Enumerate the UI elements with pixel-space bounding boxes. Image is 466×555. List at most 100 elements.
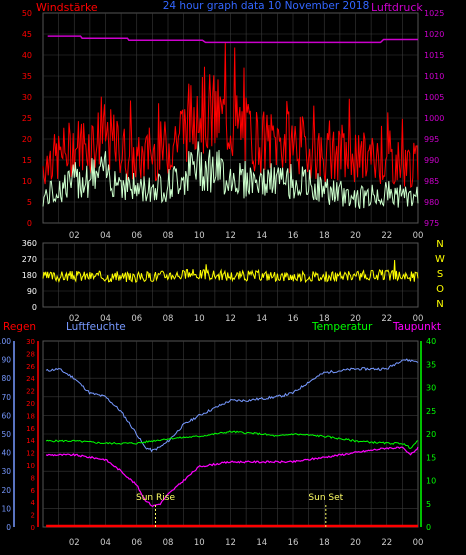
humidity-y-tick-label: 60 xyxy=(1,411,11,420)
climate-x-tick-label: 16 xyxy=(288,538,299,548)
wind-x-tick-label: 00 xyxy=(413,231,424,241)
compass-label: O xyxy=(436,284,444,295)
rain-y-tick-label: 18 xyxy=(26,412,35,420)
wind-x-tick-label: 02 xyxy=(69,231,80,241)
rain-y-tick-label: 26 xyxy=(26,363,35,371)
humidity-y-tick-label: 80 xyxy=(1,374,11,383)
wind-x-tick-label: 20 xyxy=(350,231,361,241)
wind-x-tick-label: 22 xyxy=(381,231,392,241)
temperature-y-tick-label: 30 xyxy=(426,384,436,393)
direction-x-tick-label: 20 xyxy=(350,314,361,324)
temperature-y-tick-label: 20 xyxy=(426,430,436,439)
rain-y-tick-label: 20 xyxy=(26,400,35,408)
humidity-y-tick-label: 50 xyxy=(1,430,11,439)
humidity-line xyxy=(45,358,419,453)
climate-x-tick-label: 18 xyxy=(319,538,330,548)
wind-y-tick-label: 35 xyxy=(22,72,32,81)
humidity-y-tick-label: 20 xyxy=(1,486,11,495)
direction-x-tick-label: 04 xyxy=(100,314,111,324)
pressure-y-tick-label: 1025 xyxy=(424,9,444,18)
temperature-y-tick-label: 40 xyxy=(426,337,436,346)
rain-y-tick-label: 14 xyxy=(26,437,35,445)
rain-y-tick-label: 28 xyxy=(26,350,35,358)
climate-x-tick-label: 02 xyxy=(69,538,80,548)
direction-x-tick-label: 12 xyxy=(225,314,236,324)
temperature-y-tick-label: 25 xyxy=(426,407,436,416)
climate-x-tick-label: 20 xyxy=(350,538,361,548)
pressure-y-tick-label: 995 xyxy=(424,135,439,144)
humidity-temperature-panel: Regen Luftfeuchte Temperatur Taupunkt010203… xyxy=(0,321,441,548)
wind-y-tick-label: 10 xyxy=(22,177,32,186)
direction-x-tick-label: 00 xyxy=(413,314,424,324)
sun-marker-label: Sun Set xyxy=(308,493,343,503)
climate-header-label: Regen xyxy=(3,321,36,333)
wind-y-tick-label: 0 xyxy=(27,219,32,228)
climate-x-tick-label: 10 xyxy=(194,538,205,548)
wind-pressure-panel: 0510152025303540455097598098599099510001… xyxy=(22,9,445,241)
direction-x-tick-label: 14 xyxy=(256,314,267,324)
direction-x-tick-label: 06 xyxy=(131,314,142,324)
pressure-y-tick-label: 980 xyxy=(424,198,439,207)
climate-x-tick-label: 08 xyxy=(163,538,174,548)
direction-x-tick-label: 16 xyxy=(288,314,299,324)
temperature-line xyxy=(45,430,419,449)
humidity-y-tick-label: 0 xyxy=(6,523,11,532)
direction-line xyxy=(42,259,419,284)
wind-y-tick-label: 30 xyxy=(22,93,32,102)
direction-y-tick-label: 360 xyxy=(22,239,37,248)
wind-x-tick-label: 18 xyxy=(319,231,330,241)
wind-x-tick-label: 12 xyxy=(225,231,236,241)
climate-x-tick-label: 00 xyxy=(413,538,424,548)
rain-y-tick-label: 2 xyxy=(31,512,35,520)
humidity-y-tick-label: 30 xyxy=(1,467,11,476)
humidity-y-tick-label: 40 xyxy=(1,449,11,458)
wind-y-tick-label: 50 xyxy=(22,9,32,18)
climate-header-label: Luftfeuchte xyxy=(66,321,126,333)
wind-y-tick-label: 20 xyxy=(22,135,32,144)
pressure-y-tick-label: 1020 xyxy=(424,30,444,39)
humidity-y-tick-label: 100 xyxy=(0,337,11,346)
temperature-y-tick-label: 0 xyxy=(426,523,431,532)
climate-x-tick-label: 14 xyxy=(256,538,267,548)
rain-y-tick-label: 22 xyxy=(26,388,35,396)
climate-x-tick-label: 06 xyxy=(131,538,142,548)
direction-y-tick-label: 180 xyxy=(22,271,37,280)
rain-y-tick-label: 10 xyxy=(26,462,35,470)
climate-x-tick-label: 12 xyxy=(225,538,236,548)
pressure-y-tick-label: 1015 xyxy=(424,51,444,60)
wind-y-tick-label: 5 xyxy=(27,198,32,207)
direction-x-tick-label: 18 xyxy=(319,314,330,324)
wind-x-tick-label: 16 xyxy=(288,231,299,241)
humidity-y-tick-label: 90 xyxy=(1,356,11,365)
dewpoint-line xyxy=(45,446,419,508)
pressure-y-tick-label: 975 xyxy=(424,219,439,228)
rain-y-tick-label: 4 xyxy=(31,499,36,507)
direction-x-tick-label: 08 xyxy=(163,314,174,324)
wind-y-tick-label: 15 xyxy=(22,156,32,165)
direction-y-tick-label: 0 xyxy=(32,303,37,312)
compass-label: S xyxy=(437,269,443,280)
direction-y-tick-label: 270 xyxy=(22,255,37,264)
rain-y-tick-label: 30 xyxy=(26,338,35,346)
temperature-y-tick-label: 15 xyxy=(426,453,436,462)
temperature-y-tick-label: 35 xyxy=(426,360,436,369)
pressure-y-tick-label: 985 xyxy=(424,177,439,186)
sun-marker-label: Sun Rise xyxy=(136,493,175,503)
wind-y-tick-label: 40 xyxy=(22,51,32,60)
climate-header-label: Temperatur xyxy=(311,321,373,333)
rain-y-tick-label: 6 xyxy=(31,487,36,495)
compass-label: N xyxy=(436,299,443,310)
rain-y-tick-label: 8 xyxy=(31,474,35,482)
humidity-y-tick-label: 70 xyxy=(1,393,11,402)
temperature-y-tick-label: 5 xyxy=(426,500,431,509)
rain-y-tick-label: 0 xyxy=(31,524,35,532)
humidity-y-tick-label: 10 xyxy=(1,504,11,513)
wind-x-tick-label: 08 xyxy=(163,231,174,241)
pressure-y-tick-label: 1000 xyxy=(424,114,444,123)
pressure-title: Luftdruck xyxy=(371,1,423,14)
wind-title: Windstärke xyxy=(36,1,98,14)
wind-y-tick-label: 25 xyxy=(22,114,32,123)
direction-y-tick-label: 90 xyxy=(27,287,37,296)
